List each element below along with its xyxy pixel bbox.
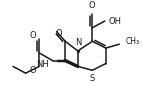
Text: CH₃: CH₃ [125, 37, 139, 46]
Text: O: O [30, 66, 36, 75]
Text: O: O [89, 1, 96, 10]
Text: S: S [90, 74, 95, 83]
Text: NH: NH [36, 60, 49, 69]
Text: O: O [55, 29, 62, 38]
Text: N: N [75, 38, 81, 47]
Text: OH: OH [109, 16, 122, 25]
Text: O: O [30, 31, 36, 40]
